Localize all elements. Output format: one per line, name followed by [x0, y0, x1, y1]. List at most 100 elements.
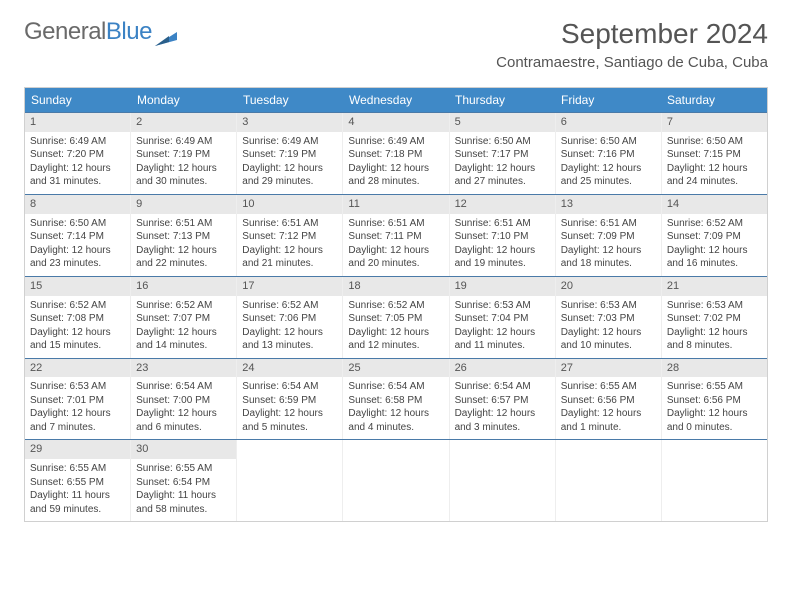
logo-flag-icon: [155, 25, 177, 39]
sunset-line: Sunset: 7:00 PM: [136, 394, 231, 408]
logo-text-suffix: Blue: [106, 18, 152, 46]
day-number: 12: [450, 195, 555, 214]
weekday-header-row: SundayMondayTuesdayWednesdayThursdayFrid…: [25, 88, 767, 112]
sunset-line: Sunset: 7:19 PM: [242, 148, 337, 162]
calendar-day: 16 Sunrise: 6:52 AMSunset: 7:07 PMDayligh…: [131, 277, 237, 358]
sunset-line: Sunset: 6:56 PM: [667, 394, 762, 408]
sunset-line: Sunset: 7:10 PM: [455, 230, 550, 244]
day-number: 25: [343, 359, 448, 378]
daylight-line: Daylight: 12 hours and 31 minutes.: [30, 162, 125, 189]
calendar-day: 1Sunrise: 6:49 AMSunset: 7:20 PMDaylight…: [25, 113, 131, 194]
daylight-line: Daylight: 12 hours and 7 minutes.: [30, 407, 125, 434]
calendar-day: 10 Sunrise: 6:51 AMSunset: 7:12 PMDayligh…: [237, 195, 343, 276]
day-number: 18: [343, 277, 448, 296]
day-number: 28: [662, 359, 767, 378]
calendar-week-row: 29Sunrise: 6:55 AMSunset: 6:55 PMDayligh…: [25, 439, 767, 521]
daylight-line: Daylight: 11 hours and 58 minutes.: [136, 489, 231, 516]
day-number: 16: [131, 277, 236, 296]
sunrise-line: Sunrise: 6:51 AM: [242, 217, 337, 231]
sunrise-line: Sunrise: 6:54 AM: [136, 380, 231, 394]
calendar-day: 30Sunrise: 6:55 AMSunset: 6:54 PMDayligh…: [131, 440, 237, 521]
daylight-line: Daylight: 12 hours and 0 minutes.: [667, 407, 762, 434]
daylight-line: Daylight: 12 hours and 1 minute.: [561, 407, 656, 434]
sunset-line: Sunset: 7:09 PM: [667, 230, 762, 244]
daylight-line: Daylight: 12 hours and 30 minutes.: [136, 162, 231, 189]
daylight-line: Daylight: 12 hours and 10 minutes.: [561, 326, 656, 353]
calendar-day: 17Sunrise: 6:52 AMSunset: 7:06 PMDayligh…: [237, 277, 343, 358]
sunrise-line: Sunrise: 6:52 AM: [136, 299, 231, 313]
sunrise-line: Sunrise: 6:52 AM: [30, 299, 125, 313]
daylight-line: Daylight: 12 hours and 18 minutes.: [561, 244, 656, 271]
sunset-line: Sunset: 7:15 PM: [667, 148, 762, 162]
day-number: 10: [237, 195, 342, 214]
calendar-day: 4Sunrise: 6:49 AMSunset: 7:18 PMDaylight…: [343, 113, 449, 194]
calendar-day: 14Sunrise: 6:52 AMSunset: 7:09 PMDayligh…: [662, 195, 767, 276]
sunrise-line: Sunrise: 6:50 AM: [455, 135, 550, 149]
day-number: 5: [450, 113, 555, 132]
daylight-line: Daylight: 12 hours and 14 minutes.: [136, 326, 231, 353]
calendar-day: 21Sunrise: 6:53 AMSunset: 7:02 PMDayligh…: [662, 277, 767, 358]
day-number: 23: [131, 359, 236, 378]
daylight-line: Daylight: 12 hours and 3 minutes.: [455, 407, 550, 434]
sunrise-line: Sunrise: 6:51 AM: [348, 217, 443, 231]
sunset-line: Sunset: 7:07 PM: [136, 312, 231, 326]
calendar-day: 29Sunrise: 6:55 AMSunset: 6:55 PMDayligh…: [25, 440, 131, 521]
calendar-week-row: 8Sunrise: 6:50 AMSunset: 7:14 PMDaylight…: [25, 194, 767, 276]
calendar-day: 5Sunrise: 6:50 AMSunset: 7:17 PMDaylight…: [450, 113, 556, 194]
sunrise-line: Sunrise: 6:49 AM: [348, 135, 443, 149]
day-number: [662, 440, 767, 459]
calendar-day: 28Sunrise: 6:55 AMSunset: 6:56 PMDayligh…: [662, 359, 767, 440]
sunset-line: Sunset: 7:19 PM: [136, 148, 231, 162]
sunrise-line: Sunrise: 6:52 AM: [242, 299, 337, 313]
day-number: 17: [237, 277, 342, 296]
calendar-day: 25Sunrise: 6:54 AMSunset: 6:58 PMDayligh…: [343, 359, 449, 440]
calendar-day: 19Sunrise: 6:53 AMSunset: 7:04 PMDayligh…: [450, 277, 556, 358]
calendar-day: 2Sunrise: 6:49 AMSunset: 7:19 PMDaylight…: [131, 113, 237, 194]
sunset-line: Sunset: 6:55 PM: [30, 476, 125, 490]
sunset-line: Sunset: 7:11 PM: [348, 230, 443, 244]
day-number: 9: [131, 195, 236, 214]
calendar-day: 22Sunrise: 6:53 AMSunset: 7:01 PMDayligh…: [25, 359, 131, 440]
daylight-line: Daylight: 12 hours and 13 minutes.: [242, 326, 337, 353]
weekday-header: Monday: [131, 88, 237, 112]
calendar-week-row: 1Sunrise: 6:49 AMSunset: 7:20 PMDaylight…: [25, 112, 767, 194]
sunrise-line: Sunrise: 6:49 AM: [242, 135, 337, 149]
sunrise-line: Sunrise: 6:53 AM: [30, 380, 125, 394]
sunrise-line: Sunrise: 6:52 AM: [667, 217, 762, 231]
sunset-line: Sunset: 7:18 PM: [348, 148, 443, 162]
day-number: [343, 440, 448, 459]
sunset-line: Sunset: 7:01 PM: [30, 394, 125, 408]
calendar-day: 26Sunrise: 6:54 AMSunset: 6:57 PMDayligh…: [450, 359, 556, 440]
calendar-day-empty: [662, 440, 767, 521]
sunrise-line: Sunrise: 6:50 AM: [561, 135, 656, 149]
calendar-day: 13Sunrise: 6:51 AMSunset: 7:09 PMDayligh…: [556, 195, 662, 276]
daylight-line: Daylight: 12 hours and 23 minutes.: [30, 244, 125, 271]
logo-text-prefix: General: [24, 18, 106, 46]
daylight-line: Daylight: 12 hours and 12 minutes.: [348, 326, 443, 353]
sunrise-line: Sunrise: 6:54 AM: [242, 380, 337, 394]
logo: GeneralBlue: [24, 18, 177, 46]
day-number: 26: [450, 359, 555, 378]
daylight-line: Daylight: 12 hours and 15 minutes.: [30, 326, 125, 353]
daylight-line: Daylight: 12 hours and 5 minutes.: [242, 407, 337, 434]
daylight-line: Daylight: 12 hours and 4 minutes.: [348, 407, 443, 434]
calendar-grid: SundayMondayTuesdayWednesdayThursdayFrid…: [24, 87, 768, 522]
sunset-line: Sunset: 6:54 PM: [136, 476, 231, 490]
sunrise-line: Sunrise: 6:50 AM: [30, 217, 125, 231]
sunrise-line: Sunrise: 6:55 AM: [30, 462, 125, 476]
day-number: 11: [343, 195, 448, 214]
sunset-line: Sunset: 7:04 PM: [455, 312, 550, 326]
calendar-day: 23Sunrise: 6:54 AMSunset: 7:00 PMDayligh…: [131, 359, 237, 440]
calendar-week-row: 22Sunrise: 6:53 AMSunset: 7:01 PMDayligh…: [25, 358, 767, 440]
calendar-day-empty: [343, 440, 449, 521]
day-number: 27: [556, 359, 661, 378]
day-number: 6: [556, 113, 661, 132]
daylight-line: Daylight: 12 hours and 21 minutes.: [242, 244, 337, 271]
calendar-day-empty: [450, 440, 556, 521]
sunset-line: Sunset: 7:14 PM: [30, 230, 125, 244]
page-header: GeneralBlue September 2024 Contramaestre…: [0, 0, 792, 77]
sunset-line: Sunset: 7:02 PM: [667, 312, 762, 326]
day-number: 14: [662, 195, 767, 214]
daylight-line: Daylight: 12 hours and 20 minutes.: [348, 244, 443, 271]
sunset-line: Sunset: 7:12 PM: [242, 230, 337, 244]
